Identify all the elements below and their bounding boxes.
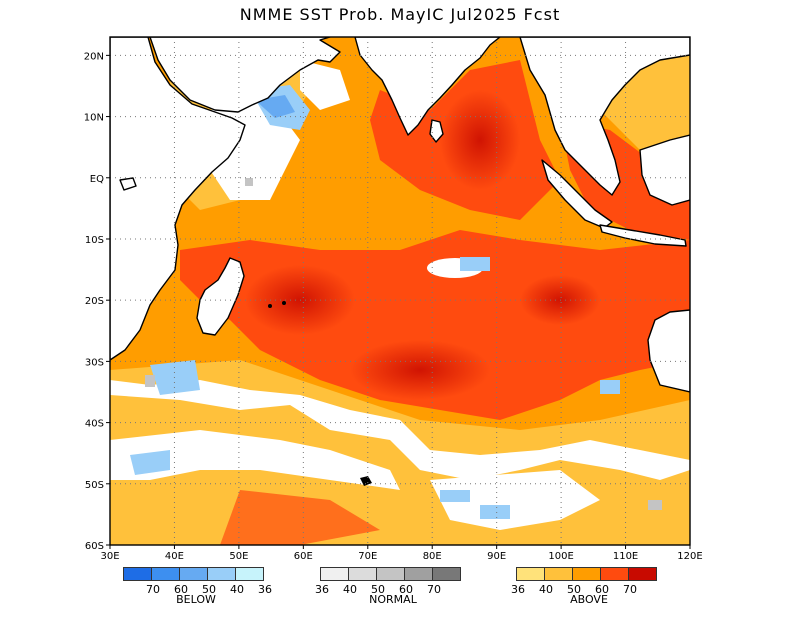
axes: 30E 40E 50E 60E 70E 80E 90E 100E 110E 120E 20N 10N E… [84, 51, 703, 562]
lat-tick-label: 10N [84, 113, 104, 124]
lon-tick-label: 30E [100, 551, 119, 562]
india-land [354, 37, 501, 136]
shade-below [480, 505, 510, 519]
shade-white [430, 470, 600, 530]
mascarene-islands [268, 304, 272, 308]
lat-tick-label: 40S [85, 419, 104, 430]
legend-above-tick: 50 [567, 583, 581, 596]
kerguelen-islands [360, 476, 372, 486]
legend-above-tick: 70 [623, 583, 637, 596]
legend-below-swatch [207, 567, 236, 581]
australia-land [647, 309, 690, 393]
legend-above-swatch [600, 567, 629, 581]
legend-normal-tick: 50 [371, 583, 385, 596]
legend-above-label: ABOVE [570, 593, 608, 606]
lon-tick-label: 60E [294, 551, 313, 562]
madagascar-land [196, 257, 245, 336]
sri-lanka-land [429, 119, 444, 143]
legend-above-tick: 36 [511, 583, 525, 596]
lat-tick-label: 20N [84, 51, 104, 62]
lat-tick-label: 60S [85, 541, 104, 552]
legend-below-tick: 50 [202, 583, 216, 596]
lon-tick-label: 80E [423, 551, 442, 562]
legend-above-tick: 60 [595, 583, 609, 596]
lat-tick-label: EQ [90, 174, 104, 185]
shade-below [130, 450, 170, 475]
legend-above: 36 40 50 60 70 ABOVE [511, 567, 662, 606]
legend-normal: 36 40 50 60 70 NORMAL [315, 567, 466, 606]
lon-tick-label: 100E [548, 551, 573, 562]
legend-below-tick: 60 [174, 583, 188, 596]
legend-above-swatch [544, 567, 573, 581]
africa-arabia-land [110, 37, 341, 113]
shade-above-max [440, 90, 520, 190]
legend-normal-label: NORMAL [369, 593, 417, 606]
legend-normal-tick: 70 [427, 583, 441, 596]
sumatra-land [541, 159, 613, 229]
shade-below [150, 360, 200, 395]
legend-above-swatch [572, 567, 601, 581]
legend-below-label: BELOW [176, 593, 216, 606]
probability-field [110, 37, 690, 545]
legend-below-tick: 40 [230, 583, 244, 596]
legend-below-swatch [179, 567, 208, 581]
shade-below [460, 257, 490, 271]
shade-above-strong [220, 490, 380, 545]
shade-below [440, 490, 470, 502]
shade-white [110, 430, 400, 490]
legend-normal-tick: 40 [343, 583, 357, 596]
legend-normal-swatch [432, 567, 461, 581]
lon-tick-label: 90E [487, 551, 506, 562]
borneo-land [639, 134, 690, 206]
lon-tick-label: 120E [677, 551, 702, 562]
legend-below-swatch [123, 567, 152, 581]
legend-above-swatch [516, 567, 545, 581]
legend-below-swatch [235, 567, 264, 581]
lat-tick-label: 10S [85, 235, 104, 246]
shade-normal [648, 500, 662, 510]
java-land [599, 224, 687, 247]
legend-below: 70 60 50 40 36 BELOW [123, 567, 272, 606]
socotra-land [119, 177, 137, 191]
legend-normal-swatch [404, 567, 433, 581]
shade-below [255, 95, 295, 118]
legend-normal-swatch [320, 567, 349, 581]
lon-tick-label: 40E [165, 551, 184, 562]
southeast-asia-land [519, 37, 690, 196]
africa-land [110, 37, 246, 361]
shade-below [600, 380, 620, 394]
lat-lon-grid [110, 37, 690, 545]
legend-normal-tick: 60 [399, 583, 413, 596]
legend-above-swatch [628, 567, 657, 581]
legend-below-swatch [151, 567, 180, 581]
lon-tick-label: 70E [358, 551, 377, 562]
lon-tick-label: 50E [229, 551, 248, 562]
shade-normal [245, 178, 253, 186]
lat-tick-label: 50S [85, 480, 104, 491]
lat-tick-label: 30S [85, 357, 104, 368]
legend-normal-swatch [376, 567, 405, 581]
legend-below-tick: 36 [258, 583, 272, 596]
mascarene-islands [282, 301, 286, 305]
landmasses [110, 37, 690, 393]
map-frame [109, 36, 691, 546]
map-title: NMME SST Prob. MayIC Jul2025 Fcst [239, 5, 561, 24]
shade-above-max [350, 340, 490, 400]
legend-below-tick: 70 [146, 583, 160, 596]
shade-white [110, 380, 690, 480]
legend-normal-tick: 36 [315, 583, 329, 596]
shade-white [300, 60, 350, 110]
legend-normal-swatch [348, 567, 377, 581]
lon-tick-label: 110E [613, 551, 638, 562]
legend-above-tick: 40 [539, 583, 553, 596]
shade-normal [145, 375, 155, 387]
lat-tick-label: 20S [85, 296, 104, 307]
